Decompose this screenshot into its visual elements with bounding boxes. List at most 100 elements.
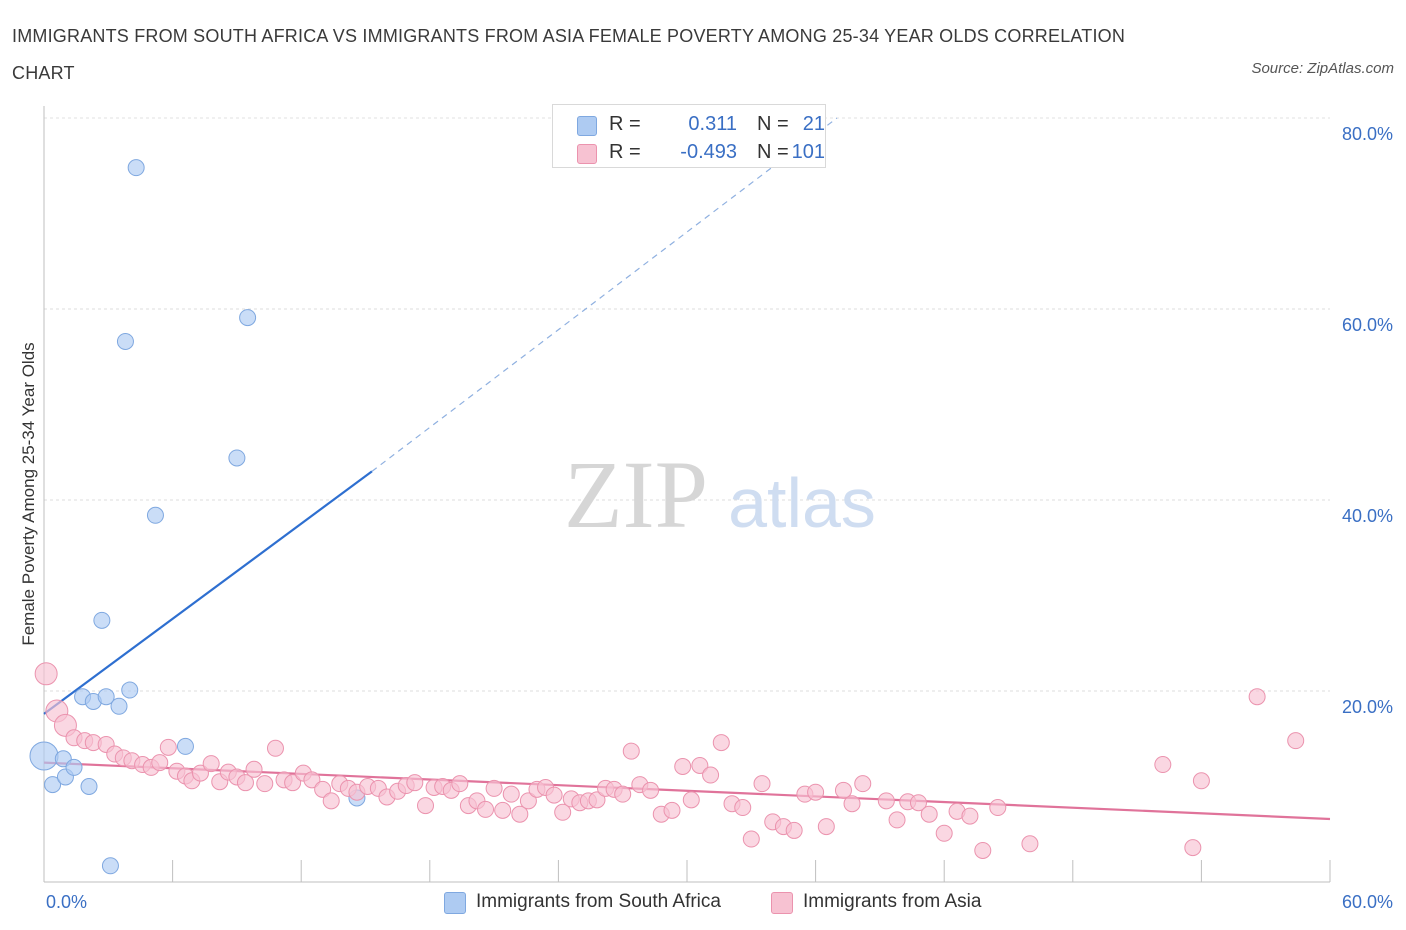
point-asia: [159, 738, 177, 756]
point-asia: [1248, 688, 1266, 706]
point-asia: [843, 795, 861, 813]
stats-swatch-south-africa: [577, 116, 597, 136]
point-asia: [642, 781, 660, 799]
chart-title: IMMIGRANTS FROM SOUTH AFRICA VS IMMIGRAN…: [12, 26, 1126, 83]
point-south-africa: [80, 778, 98, 795]
point-asia: [834, 781, 852, 799]
trend-extension-south-africa: [371, 117, 838, 472]
point-asia: [742, 830, 760, 848]
point-south-africa: [127, 159, 145, 177]
y-tick-label: 40.0%: [1342, 506, 1393, 526]
point-asia: [151, 754, 169, 772]
point-asia: [1021, 835, 1039, 853]
point-south-africa: [44, 776, 62, 794]
point-asia: [236, 774, 254, 792]
watermark-atlas: atlas: [728, 464, 876, 542]
point-asia: [588, 791, 606, 809]
point-asia: [989, 799, 1007, 817]
point-asia: [545, 786, 563, 804]
point-asia: [322, 792, 340, 810]
point-asia: [1184, 839, 1202, 857]
point-south-africa: [65, 758, 83, 776]
legend-swatch-south-africa: [444, 892, 466, 914]
point-asia: [1192, 772, 1210, 790]
y-tick-label: 80.0%: [1342, 124, 1393, 144]
point-south-africa: [93, 611, 111, 629]
point-asia: [451, 775, 469, 793]
point-asia: [485, 779, 503, 797]
point-asia: [256, 775, 274, 793]
point-asia: [314, 780, 332, 798]
point-asia: [191, 764, 209, 782]
point-south-africa: [110, 697, 128, 715]
point-asia: [614, 785, 632, 803]
r-label: R =: [609, 141, 641, 163]
n-label: N =: [757, 113, 789, 135]
point-asia: [477, 800, 495, 818]
n-value: 101: [791, 141, 825, 163]
gridlines: [44, 117, 1330, 692]
point-asia: [674, 757, 692, 775]
point-asia: [888, 811, 906, 829]
point-south-africa: [121, 681, 139, 699]
x-tick-label: 60.0%: [1342, 892, 1393, 912]
point-south-africa: [239, 309, 257, 327]
legend-swatch-asia: [771, 892, 793, 914]
trend-line-south-africa: [43, 470, 373, 715]
point-asia: [245, 760, 263, 778]
point-asia: [511, 805, 529, 823]
point-asia: [303, 771, 321, 789]
point-asia: [961, 807, 979, 825]
point-asia: [1154, 756, 1172, 774]
point-south-africa: [116, 332, 134, 350]
y-tick-label: 20.0%: [1342, 697, 1393, 717]
data-points: [29, 159, 1305, 875]
point-asia: [909, 794, 927, 812]
y-axis-label: Female Poverty Among 25-34 Year Olds: [19, 342, 38, 645]
point-asia: [34, 662, 58, 686]
point-asia: [502, 785, 520, 803]
point-asia: [712, 734, 730, 752]
point-asia: [663, 801, 681, 819]
point-asia: [417, 797, 435, 815]
r-value: 0.311: [688, 113, 737, 135]
point-asia: [807, 783, 825, 801]
point-asia: [785, 821, 803, 839]
point-asia: [974, 841, 992, 859]
point-asia: [702, 766, 720, 784]
point-asia: [622, 742, 640, 760]
tick-labels: 20.0% 40.0% 60.0% 80.0% 0.0% 60.0%: [46, 124, 1393, 912]
legend-label: Immigrants from Asia: [803, 891, 982, 912]
watermark-zip: ZIP: [564, 441, 708, 548]
point-south-africa: [228, 449, 246, 467]
point-asia: [284, 774, 302, 792]
watermark: ZIP atlas: [564, 441, 876, 548]
point-asia: [691, 756, 709, 774]
n-label: N =: [757, 141, 789, 163]
point-asia: [406, 774, 424, 792]
stats-box: R = 0.311 N = 21 R = -0.493 N = 101: [552, 104, 826, 168]
point-asia: [202, 755, 220, 773]
point-asia: [519, 792, 537, 810]
point-south-africa: [29, 741, 59, 771]
x-tick-label: 0.0%: [46, 892, 87, 912]
r-value: -0.493: [680, 141, 737, 163]
point-asia: [854, 775, 872, 793]
point-asia: [682, 791, 700, 809]
point-asia: [935, 824, 953, 842]
n-value: 21: [802, 113, 825, 135]
legend-label: Immigrants from South Africa: [476, 891, 721, 912]
point-asia: [753, 775, 771, 793]
point-south-africa: [97, 688, 115, 706]
point-asia: [734, 799, 752, 817]
point-south-africa: [101, 857, 119, 875]
source-label: Source: ZipAtlas.com: [1251, 60, 1394, 77]
y-tick-label: 60.0%: [1342, 315, 1393, 335]
point-asia: [817, 818, 835, 836]
r-label: R =: [609, 113, 641, 135]
point-asia: [877, 792, 895, 810]
point-asia: [494, 801, 512, 819]
stats-swatch-asia: [577, 144, 597, 164]
point-south-africa: [176, 737, 194, 755]
